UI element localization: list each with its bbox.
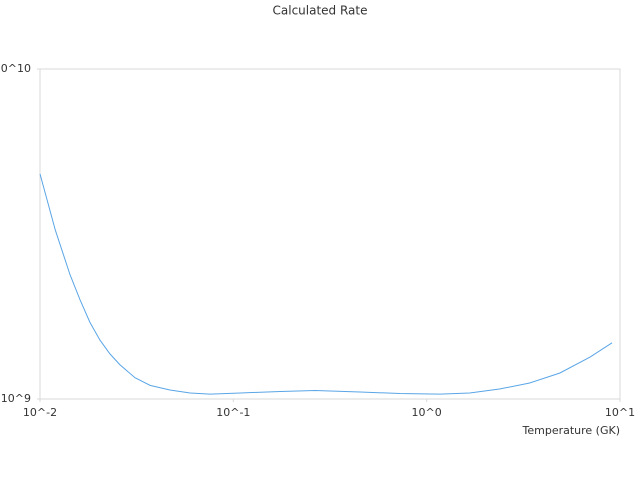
y-tick-label: 10^10 xyxy=(0,62,31,75)
chart-title: Calculated Rate xyxy=(273,4,368,18)
x-tick-label: 10^1 xyxy=(605,406,635,419)
plot-frame xyxy=(39,68,621,400)
y-tick-label: 10^9 xyxy=(1,392,31,405)
x-tick-label: 10^-1 xyxy=(216,406,250,419)
x-tick-label: 10^-2 xyxy=(23,406,57,419)
data-line xyxy=(39,173,613,395)
x-axis-title: Temperature (GK) xyxy=(522,424,621,437)
x-tick-label: 10^0 xyxy=(412,406,442,419)
